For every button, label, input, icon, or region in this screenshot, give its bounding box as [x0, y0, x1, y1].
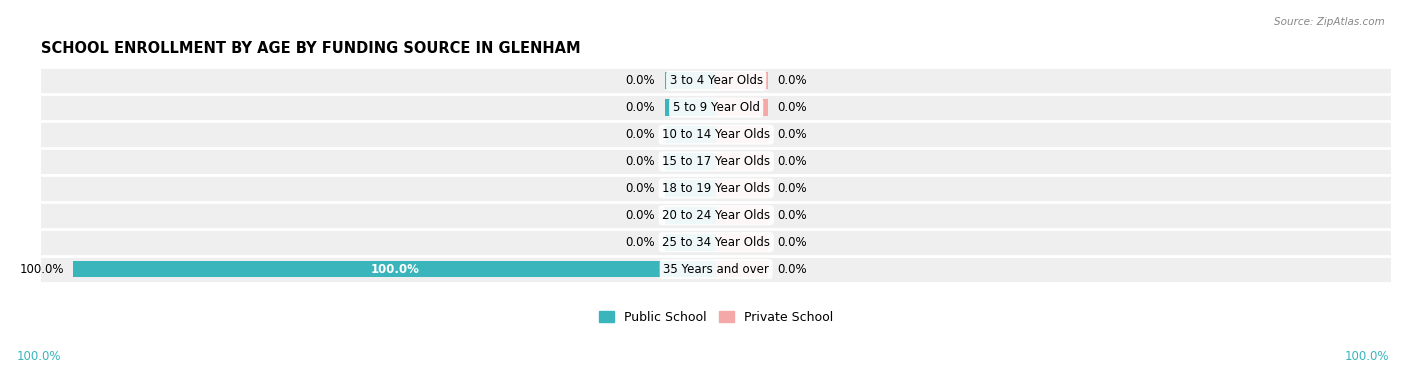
- Text: 0.0%: 0.0%: [778, 209, 807, 222]
- Bar: [665, 126, 716, 143]
- Text: Source: ZipAtlas.com: Source: ZipAtlas.com: [1274, 17, 1385, 27]
- Text: 0.0%: 0.0%: [778, 236, 807, 249]
- Text: 0.0%: 0.0%: [778, 263, 807, 276]
- Bar: [41, 148, 1391, 175]
- Bar: [41, 256, 1391, 282]
- Bar: [665, 73, 716, 89]
- Bar: [41, 175, 1391, 202]
- Legend: Public School, Private School: Public School, Private School: [599, 311, 834, 324]
- Text: 100.0%: 100.0%: [1344, 350, 1389, 363]
- Bar: [41, 94, 1391, 121]
- Bar: [716, 261, 768, 277]
- Bar: [716, 234, 768, 251]
- Text: 0.0%: 0.0%: [626, 182, 655, 195]
- Bar: [73, 261, 716, 277]
- Text: 0.0%: 0.0%: [778, 128, 807, 141]
- Text: 0.0%: 0.0%: [778, 101, 807, 114]
- Text: 0.0%: 0.0%: [626, 155, 655, 168]
- Text: 0.0%: 0.0%: [626, 128, 655, 141]
- Text: 0.0%: 0.0%: [778, 155, 807, 168]
- Bar: [716, 73, 768, 89]
- Text: 15 to 17 Year Olds: 15 to 17 Year Olds: [662, 155, 770, 168]
- Bar: [665, 99, 716, 116]
- Text: 18 to 19 Year Olds: 18 to 19 Year Olds: [662, 182, 770, 195]
- Text: 3 to 4 Year Olds: 3 to 4 Year Olds: [669, 74, 762, 87]
- Text: 100.0%: 100.0%: [20, 263, 63, 276]
- Text: 100.0%: 100.0%: [17, 350, 62, 363]
- Bar: [716, 153, 768, 170]
- Text: 0.0%: 0.0%: [626, 101, 655, 114]
- Text: 0.0%: 0.0%: [778, 74, 807, 87]
- Bar: [41, 229, 1391, 256]
- Text: 20 to 24 Year Olds: 20 to 24 Year Olds: [662, 209, 770, 222]
- Bar: [716, 99, 768, 116]
- Text: 35 Years and over: 35 Years and over: [664, 263, 769, 276]
- Bar: [665, 180, 716, 197]
- Bar: [41, 67, 1391, 94]
- Bar: [716, 207, 768, 224]
- Bar: [665, 234, 716, 251]
- Bar: [665, 153, 716, 170]
- Bar: [41, 121, 1391, 148]
- Text: 100.0%: 100.0%: [370, 263, 419, 276]
- Text: 0.0%: 0.0%: [626, 236, 655, 249]
- Text: 0.0%: 0.0%: [626, 209, 655, 222]
- Bar: [716, 126, 768, 143]
- Text: 5 to 9 Year Old: 5 to 9 Year Old: [672, 101, 759, 114]
- Text: 10 to 14 Year Olds: 10 to 14 Year Olds: [662, 128, 770, 141]
- Text: 0.0%: 0.0%: [626, 74, 655, 87]
- Bar: [665, 207, 716, 224]
- Text: 0.0%: 0.0%: [778, 182, 807, 195]
- Text: SCHOOL ENROLLMENT BY AGE BY FUNDING SOURCE IN GLENHAM: SCHOOL ENROLLMENT BY AGE BY FUNDING SOUR…: [41, 42, 581, 56]
- Bar: [41, 202, 1391, 229]
- Bar: [716, 180, 768, 197]
- Text: 25 to 34 Year Olds: 25 to 34 Year Olds: [662, 236, 770, 249]
